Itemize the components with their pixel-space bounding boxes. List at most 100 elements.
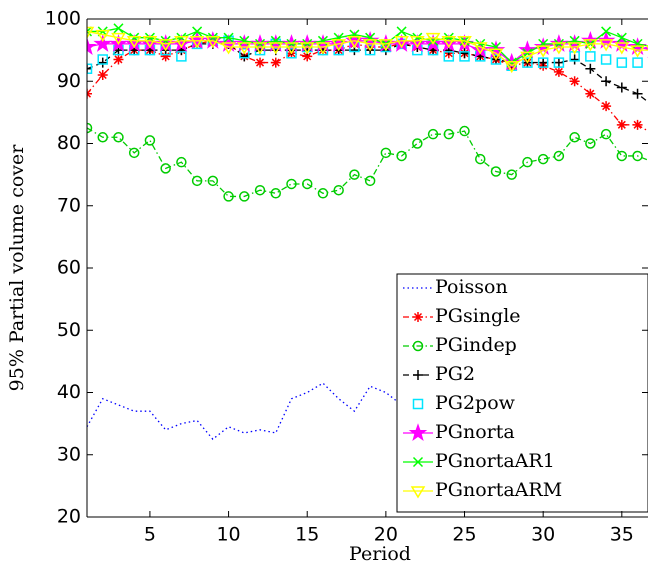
marker [126,36,142,49]
series-line [87,30,648,67]
y-axis-label: 95% Partial volume cover [6,144,28,392]
marker [176,156,187,168]
marker [97,132,108,143]
legend-label: PG2pow [435,392,516,414]
marker [553,57,564,68]
marker [236,42,252,55]
marker [553,66,564,77]
marker [191,175,203,187]
marker [522,57,533,68]
marker [380,147,392,159]
marker [600,128,612,140]
marker [538,38,549,49]
marker [537,153,549,165]
marker [632,88,643,99]
marker [632,119,643,130]
marker [189,36,205,49]
marker [364,175,376,187]
marker [317,188,329,199]
marker [87,63,92,74]
marker [87,122,93,134]
y-tick-label: 90 [57,70,81,92]
legend-label: PG2 [435,363,475,385]
x-tick-label: 30 [531,524,555,546]
legend-marker [413,312,423,322]
marker [569,54,580,65]
marker [553,150,565,162]
marker [111,32,126,46]
y-tick-label: 40 [57,381,81,403]
marker [425,32,441,46]
marker [459,48,470,59]
marker [412,138,423,149]
marker [301,178,313,190]
marker [410,36,425,49]
marker [583,39,598,52]
x-tick-label: 20 [374,524,398,546]
marker [601,101,612,112]
marker [87,63,93,75]
marker [585,138,596,149]
legend-marker [412,340,424,352]
marker [284,42,299,55]
legend-label: PGsingle [435,305,521,327]
marker [601,76,612,87]
marker [176,51,187,62]
marker [221,42,236,55]
plot-area [87,23,648,456]
marker [538,57,549,68]
marker [396,150,407,162]
marker [270,188,282,199]
legend-marker [410,486,426,499]
marker [601,26,612,37]
marker [569,76,580,87]
marker [475,153,486,165]
marker [347,36,362,49]
legend-label: PGnorta [435,421,515,443]
marker [585,51,596,62]
marker [472,42,488,55]
marker [535,45,551,58]
marker [349,29,360,40]
marker [268,42,284,55]
y-tick-label: 20 [57,506,81,528]
marker [551,42,567,55]
marker [553,57,565,68]
x-axis-label: Period [349,543,411,565]
marker [93,34,113,52]
series-line [87,127,648,198]
marker [616,57,628,68]
legend-label: PGindep [435,334,517,356]
legend-label: Poisson [435,276,508,298]
marker [522,156,533,168]
marker [378,39,394,52]
marker [459,51,470,62]
marker [239,35,250,46]
marker [113,132,124,143]
marker [537,57,549,68]
marker [113,23,124,34]
marker [427,128,439,140]
marker [616,150,628,162]
marker [95,29,111,43]
legend-label: PGnortaARM [435,479,562,501]
marker [490,41,502,53]
marker [270,57,281,68]
marker [97,54,108,65]
marker [192,26,203,37]
legend-marker [412,456,424,468]
marker [254,184,266,196]
marker [585,88,596,99]
legend-marker [412,398,424,410]
marker [362,39,378,52]
marker [616,32,627,43]
x-tick-label: 25 [452,524,476,546]
marker [87,26,95,39]
marker [317,35,328,46]
marker [569,35,580,46]
marker [632,57,643,68]
legend: Poisson PGsingle PGindep PG2 PG2pow PGnorta PG… [396,273,648,513]
marker [598,39,614,52]
marker [506,169,517,180]
